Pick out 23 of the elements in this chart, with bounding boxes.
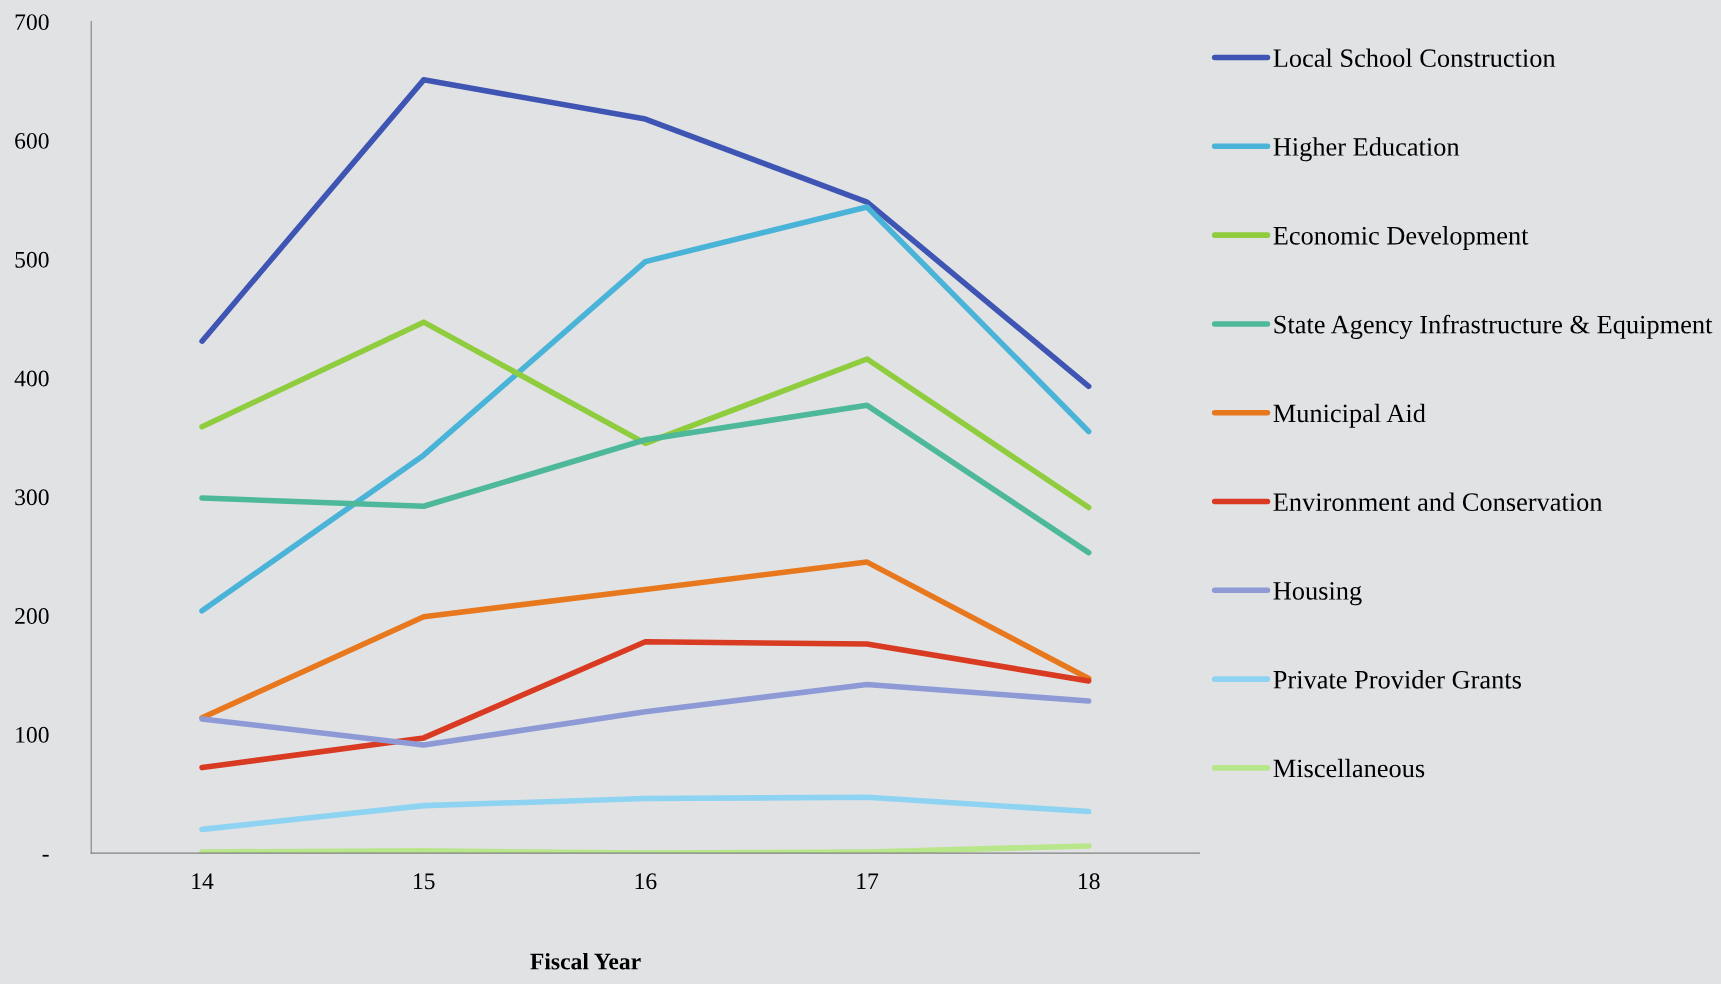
legend-label: Local School Construction — [1273, 48, 1556, 68]
x-tick-label: 14 — [192, 873, 214, 889]
x-tick-label: 18 — [1078, 873, 1100, 890]
x-tick-label: 16 — [635, 873, 657, 890]
x-tick-label: 17 — [857, 873, 879, 889]
legend-label: Private Provider Grants — [1273, 670, 1521, 689]
legend-label: Environment and Conservation — [1273, 492, 1603, 512]
y-tick-label: 600 — [15, 132, 49, 149]
legend-label: Housing — [1273, 582, 1362, 606]
legend-label: Miscellaneous — [1273, 758, 1425, 778]
y-tick-label: 300 — [15, 489, 49, 506]
legend-label: State Agency Infrastructure & Equipment — [1274, 314, 1713, 339]
y-tick-label: - — [42, 854, 49, 857]
x-axis-title: Fiscal Year — [530, 952, 641, 970]
y-tick-label: 400 — [14, 370, 49, 387]
legend-label: Economic Development — [1273, 226, 1529, 251]
y-tick-label: 700 — [15, 14, 49, 31]
legend-label: Higher Education — [1273, 137, 1460, 162]
x-tick-label: 15 — [413, 873, 435, 890]
legend-label: Municipal Aid — [1273, 403, 1426, 428]
y-tick-label: 100 — [16, 726, 49, 743]
y-tick-label: 500 — [15, 251, 49, 268]
y-tick-label: 200 — [15, 608, 49, 624]
